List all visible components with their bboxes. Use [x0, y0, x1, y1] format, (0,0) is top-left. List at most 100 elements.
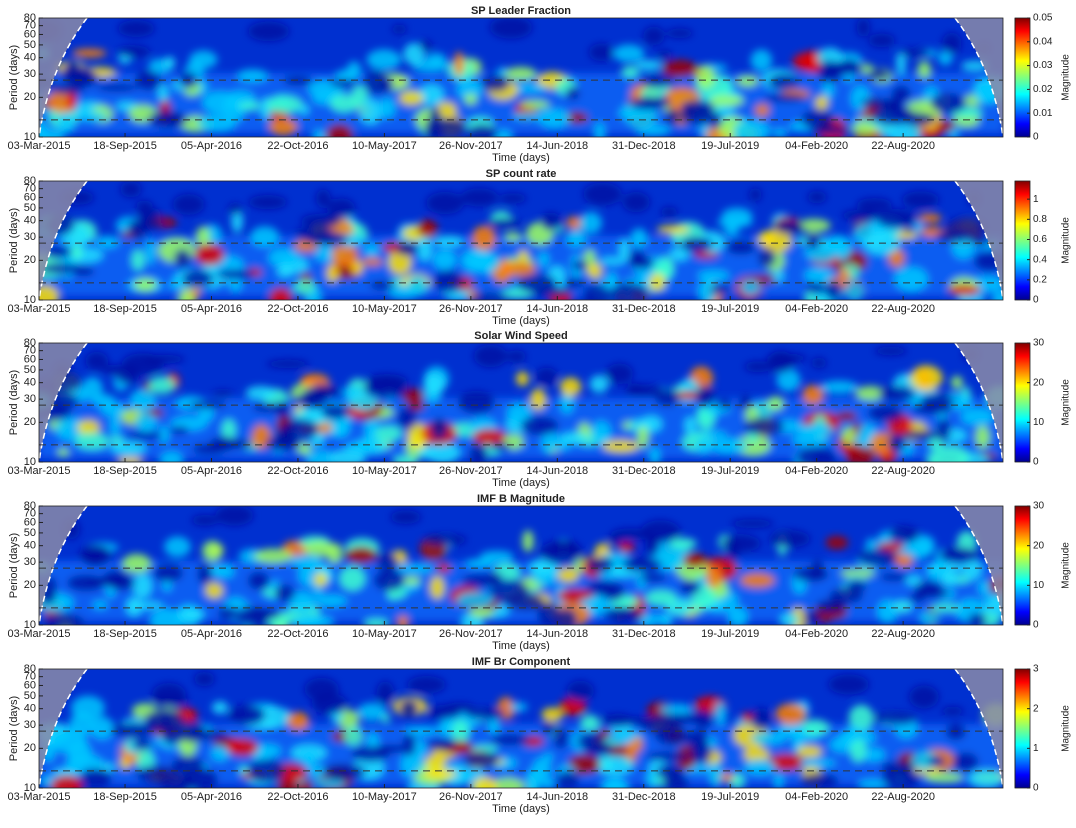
blob [800, 759, 837, 768]
blob-dark [589, 43, 614, 61]
blob-dark [566, 87, 580, 101]
x-tick-label: 04-Feb-2020 [785, 140, 848, 152]
y-tick-label: 30 [24, 393, 36, 405]
colorbar-tick-label: 0.05 [1033, 13, 1053, 24]
blob-dark [806, 232, 821, 249]
y-tick-label: 30 [24, 68, 36, 80]
blob [82, 377, 103, 400]
blob [737, 75, 759, 87]
blob [755, 104, 770, 117]
blob [433, 249, 457, 270]
blob [326, 264, 338, 283]
y-tick-label: 40 [24, 215, 36, 227]
blob-dark [327, 198, 355, 218]
blob [227, 738, 258, 756]
blob [594, 122, 605, 143]
blob [345, 547, 377, 564]
blob-dark [726, 240, 757, 255]
blob [505, 67, 537, 80]
blob-dark [811, 358, 826, 368]
x-tick-label: 19-Jul-2019 [701, 791, 759, 803]
blob [297, 615, 333, 629]
blob [652, 615, 671, 625]
blob [314, 573, 327, 587]
blob [426, 53, 446, 67]
x-axis-label: Time (days) [492, 477, 550, 489]
blob [164, 56, 175, 69]
blob-dark [877, 209, 917, 228]
scalogram [37, 669, 1010, 801]
y-tick-label: 40 [24, 540, 36, 552]
blob-dark [952, 752, 978, 771]
colorbar [1015, 669, 1030, 788]
colorbar [1015, 18, 1030, 137]
blob-dark [930, 93, 966, 114]
blob-dark [889, 526, 919, 544]
blob [237, 69, 268, 83]
blob [541, 707, 563, 721]
chart-title: SP count rate [486, 168, 557, 180]
blob [198, 115, 236, 133]
blob-dark [487, 218, 521, 228]
blob-dark [656, 764, 685, 779]
blob [696, 65, 715, 89]
blob [339, 566, 365, 591]
x-tick-label: 19-Jul-2019 [701, 628, 759, 640]
colorbar [1015, 343, 1030, 462]
blob-dark [84, 547, 107, 566]
colorbar-tick-label: 0.04 [1033, 36, 1053, 47]
blob [510, 702, 528, 711]
blob [212, 701, 228, 714]
blob-dark [640, 74, 675, 87]
blob-dark [639, 573, 667, 582]
blob-dark [535, 368, 558, 387]
blob-dark [217, 269, 255, 279]
blob-dark [118, 20, 155, 37]
colorbar-tick-label: 0 [1033, 783, 1039, 794]
blob [910, 365, 943, 391]
blob [530, 388, 546, 410]
blob [379, 98, 396, 119]
blob [134, 278, 157, 292]
blob-dark [567, 681, 594, 702]
blob-dark [942, 33, 961, 54]
blob [425, 754, 446, 770]
blob-dark [428, 739, 456, 751]
blob [58, 114, 75, 134]
blob [456, 592, 494, 608]
blob-dark [542, 721, 556, 734]
blob [845, 446, 875, 466]
blob [464, 94, 477, 105]
blob [135, 413, 157, 433]
blob-dark [520, 416, 558, 436]
blob [434, 235, 464, 247]
blob [179, 608, 204, 621]
x-tick-label: 10-May-2017 [352, 791, 417, 803]
blob-dark [928, 756, 945, 767]
blob [925, 773, 963, 783]
blob [845, 281, 864, 301]
blob-dark [606, 363, 633, 384]
x-tick-label: 26-Nov-2017 [439, 303, 503, 315]
colorbar-tick-label: 0 [1033, 132, 1039, 143]
colorbar-tick-label: 0 [1033, 457, 1039, 468]
blob [740, 280, 760, 296]
blob [313, 779, 346, 789]
blob [266, 95, 302, 113]
blob [603, 440, 639, 454]
blob-dark [584, 743, 615, 756]
x-tick-label: 14-Jun-2018 [526, 465, 588, 477]
x-tick-label: 22-Aug-2020 [871, 465, 935, 477]
x-tick-label: 26-Nov-2017 [439, 628, 503, 640]
blob [590, 421, 611, 445]
blob-dark [397, 406, 418, 429]
blob-dark [118, 45, 151, 57]
blob-dark [374, 569, 406, 591]
y-tick-label: 50 [24, 202, 36, 214]
blob-dark [151, 694, 189, 706]
blob-dark [96, 83, 138, 91]
blob-dark [481, 75, 509, 92]
blob-dark [458, 391, 495, 414]
blob [423, 374, 444, 396]
blob-dark [657, 50, 672, 60]
